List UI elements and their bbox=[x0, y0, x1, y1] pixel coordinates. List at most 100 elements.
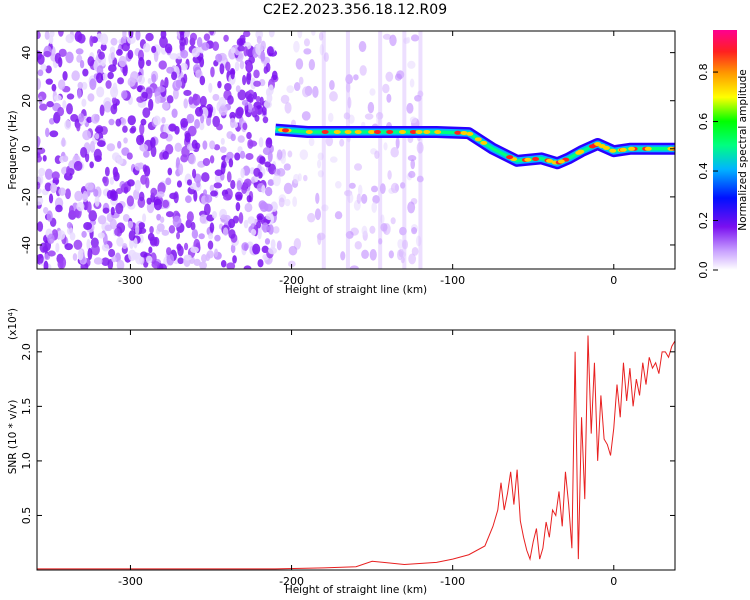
spectrogram-noise-cell bbox=[372, 194, 380, 204]
spectrogram-noise-cell bbox=[243, 265, 252, 269]
spectrogram-noise-cell bbox=[99, 104, 105, 117]
spectrogram-noise-cell bbox=[312, 85, 319, 98]
spectrogram-noise-cell bbox=[109, 177, 115, 185]
spectrogram-noise-cell bbox=[256, 220, 262, 229]
spectrogram-noise-cell bbox=[203, 33, 211, 41]
spectrogram-noise-cell bbox=[308, 59, 316, 71]
spectrogram-noise-cell bbox=[106, 143, 116, 152]
spectrogram-noise-cell bbox=[270, 239, 276, 250]
spectrogram-noise-cell bbox=[243, 219, 249, 229]
spectrogram-noise-cell bbox=[188, 96, 194, 105]
spectrogram-noise-cell bbox=[230, 243, 236, 254]
colorbar-tick-label: 0.0 bbox=[697, 261, 710, 279]
spectrogram-noise-cell bbox=[142, 164, 148, 173]
spectrogram-hotspot bbox=[333, 129, 341, 134]
spectrogram-noise-cell bbox=[48, 193, 54, 204]
spectrogram-noise-cell bbox=[237, 135, 245, 143]
spectrogram-noise-cell bbox=[226, 262, 236, 269]
spectrogram-noise-cell bbox=[260, 40, 266, 51]
spectrogram-noise-cell bbox=[209, 184, 215, 192]
spectrogram-hotspot bbox=[524, 157, 532, 162]
spectrogram-noise-cell bbox=[214, 248, 219, 258]
spectrogram-noise-cell bbox=[217, 80, 222, 89]
spectrogram-noise-cell bbox=[87, 247, 93, 260]
spectrogram-streak bbox=[345, 31, 350, 269]
spectrogram-noise-cell bbox=[166, 95, 174, 104]
spectrogram-noise-cell bbox=[139, 143, 149, 152]
spectrogram-noise-cell bbox=[370, 185, 379, 193]
spectrogram-noise-cell bbox=[242, 122, 248, 131]
spectrogram-noise-cell bbox=[284, 102, 292, 114]
spectrogram-noise-cell bbox=[158, 263, 168, 269]
spectrogram-hotspot bbox=[354, 129, 362, 134]
spectrogram-noise-cell bbox=[199, 121, 205, 131]
spectrogram-noise-cell bbox=[224, 82, 232, 91]
spectrogram-noise-cell bbox=[200, 114, 205, 124]
snr-panel: -300 -200 -100 0 0.5 1.0 1.5 2.0 Height of str… bbox=[7, 308, 676, 596]
spectrogram-noise-cell bbox=[44, 168, 53, 180]
spectrogram-noise-cell bbox=[242, 31, 251, 38]
spectrogram-noise-cell bbox=[411, 227, 418, 235]
snr-x-label: Height of straight line (km) bbox=[285, 584, 427, 596]
spectrogram-noise-cell bbox=[276, 149, 283, 160]
spectrogram-noise-cell bbox=[136, 134, 145, 146]
spectrogram-hotspot bbox=[305, 129, 313, 134]
spectrogram-noise-cell bbox=[145, 255, 153, 264]
spectrogram-noise-cell bbox=[308, 137, 315, 147]
spectrogram-noise-cell bbox=[135, 223, 140, 236]
spectrogram-noise-cell bbox=[63, 172, 73, 181]
spectrogram-noise-cell bbox=[264, 186, 273, 197]
spectrogram-noise-cell bbox=[147, 78, 152, 85]
spectrogram-noise-cell bbox=[253, 69, 260, 79]
spectrogram-noise-cell bbox=[318, 31, 324, 41]
spectrogram-noise-cell bbox=[400, 182, 406, 189]
spectrogram-noise-cell bbox=[410, 34, 420, 42]
spectrogram-noise-cell bbox=[157, 182, 166, 195]
spectrogram-noise-cell bbox=[75, 48, 84, 55]
spectrogram-noise-cell bbox=[120, 90, 128, 100]
spectrogram-noise-cell bbox=[402, 239, 409, 250]
snr-y-label: SNR (10 * v/v) bbox=[7, 400, 19, 475]
spectrogram-noise-cell bbox=[64, 243, 73, 251]
spectrogram-noise-cell bbox=[115, 202, 124, 215]
spectrogram-noise-cell bbox=[327, 112, 334, 123]
spectrogram-noise-cell bbox=[114, 227, 121, 236]
spectrogram-noise-cell bbox=[334, 211, 343, 220]
spectrogram-noise-cell bbox=[416, 141, 424, 154]
spectrogram-noise-cell bbox=[241, 242, 249, 251]
spectrogram-noise-cell bbox=[122, 64, 128, 77]
spectrogram-noise-cell bbox=[276, 167, 286, 177]
spectrogram-noise-cell bbox=[164, 76, 169, 89]
spectrogram-noise-cell bbox=[194, 106, 204, 117]
spectrogram-noise-cell bbox=[129, 238, 134, 250]
spectrogram-noise-cell bbox=[128, 249, 137, 262]
spectrogram-noise-cell bbox=[101, 243, 110, 252]
spectrogram-noise-cell bbox=[348, 182, 356, 189]
spectrogram-noise-cell bbox=[171, 108, 178, 119]
spectrogram-noise-cell bbox=[399, 226, 407, 236]
spectrogram-hotspot bbox=[474, 137, 482, 142]
spectrogram-noise-cell bbox=[263, 100, 272, 109]
spectrogram-noise-cell bbox=[57, 79, 66, 90]
spectrogram-noise-cell bbox=[278, 197, 285, 208]
spectrogram-noise-cell bbox=[156, 86, 166, 93]
spectrogram-noise-cell bbox=[209, 31, 215, 36]
snr-y-ticks: 0.5 1.0 1.5 2.0 bbox=[20, 343, 675, 524]
spectrogram-noise-cell bbox=[159, 132, 169, 139]
spectrogram-noise-cell bbox=[43, 260, 49, 269]
spectrogram-noise-cell bbox=[81, 230, 87, 238]
spectrogram-noise-cell bbox=[142, 213, 147, 223]
spectrogram-noise-cell bbox=[280, 94, 290, 104]
spectrogram-noise-cell bbox=[361, 249, 369, 259]
spectrogram-streak bbox=[402, 31, 407, 269]
spectrogram-noise-cell bbox=[210, 66, 215, 78]
spectrogram-noise-cell bbox=[110, 206, 115, 216]
spectrogram-noise-cell bbox=[303, 48, 312, 55]
spectrogram-noise-cell bbox=[206, 115, 212, 127]
spectrogram-noise-cell bbox=[257, 259, 264, 268]
spectrogram-noise-cell bbox=[194, 118, 200, 129]
spectrogram-noise-cell bbox=[345, 81, 351, 93]
spectrogram-noise-cell bbox=[376, 114, 381, 126]
spectrogram-noise-cell bbox=[382, 83, 390, 94]
spectrogram-noise-cell bbox=[151, 73, 157, 84]
